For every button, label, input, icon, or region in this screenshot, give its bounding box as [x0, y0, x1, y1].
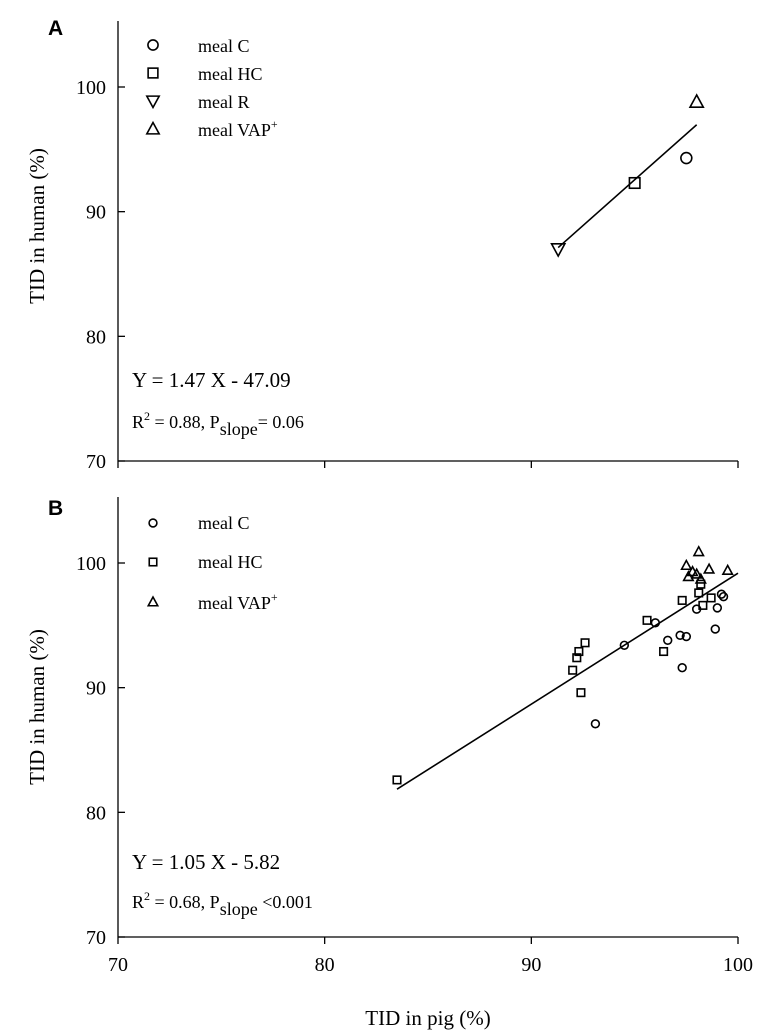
- data-point-circle-b: [677, 663, 687, 673]
- y-axis-label-a: TID in human (%): [25, 148, 49, 304]
- data-point-triangle-up-b: [692, 545, 705, 557]
- y-tick-labels-a: 70 80 90 100: [76, 77, 106, 473]
- y-tick-label-b: 90: [86, 678, 106, 700]
- data-point-square-b: [706, 593, 716, 603]
- legend-marker-triangle-up-a: [145, 120, 161, 135]
- legend-label-meal-vap-b: meal VAP+: [198, 590, 278, 613]
- legend-marker-circle-b: [148, 518, 158, 528]
- data-point-circle-b: [590, 719, 601, 729]
- legend-label-meal-vap-a: meal VAP+: [198, 117, 278, 140]
- y-tick-label-b: 80: [86, 802, 106, 824]
- data-points-a: [550, 93, 705, 258]
- data-point-square-b: [576, 688, 586, 698]
- legend-a: meal C meal HC meal R meal VAP+: [145, 36, 278, 140]
- data-point-square-b: [392, 775, 402, 785]
- data-point-triangle-up-b: [690, 567, 703, 579]
- axis-ticks-b: [117, 562, 739, 944]
- data-point-triangle-up-b: [680, 558, 693, 571]
- data-point-square-b: [568, 665, 578, 675]
- data-point-square-b: [659, 646, 669, 657]
- regression-line-b: [396, 572, 739, 790]
- legend-label-meal-hc-a: meal HC: [198, 64, 263, 84]
- y-tick-label-a: 80: [86, 326, 106, 348]
- data-point-square-b: [696, 579, 706, 589]
- data-point-circle-b: [716, 589, 727, 599]
- legend-label-meal-r-a: meal R: [198, 92, 250, 112]
- x-tick-label-b: 70: [108, 954, 128, 976]
- legend-marker-triangle-up-b: [146, 595, 160, 607]
- data-point-triangle-up-b: [702, 562, 716, 574]
- data-point-square-b: [572, 653, 582, 663]
- y-tick-label-b: 70: [86, 927, 106, 949]
- data-point-circle-b: [710, 624, 720, 634]
- legend-b: meal C meal HC meal VAP+: [146, 513, 278, 613]
- legend-label-meal-c-b: meal C: [198, 513, 250, 533]
- y-tick-label-a: 90: [86, 202, 106, 224]
- equation-a: Y = 1.47 X - 47.09: [132, 368, 291, 392]
- data-point-square-b: [694, 588, 704, 598]
- data-point-circle-a: [680, 151, 693, 165]
- data-point-triangle-up-a: [688, 93, 705, 109]
- data-point-square-b: [574, 646, 584, 657]
- panel-label-a: A: [48, 17, 63, 40]
- legend-marker-triangle-down-a: [145, 95, 161, 110]
- legend-symbols-a: [145, 39, 161, 135]
- data-point-circle-b: [675, 630, 685, 641]
- legend-marker-square-b: [148, 557, 158, 567]
- y-axis-label-b: TID in human (%): [25, 629, 49, 785]
- data-point-triangle-down-a: [550, 243, 567, 258]
- x-tick-label-b: 90: [521, 954, 541, 976]
- legend-marker-circle-a: [147, 39, 159, 51]
- data-point-square-a: [628, 176, 641, 190]
- data-point-circle-b: [718, 591, 729, 602]
- data-point-circle-b: [712, 603, 723, 613]
- panel-b: B TID in human (%) 70 80 90 100 70 80 90 100 m…: [25, 497, 753, 976]
- stats-a: R2 = 0.88, Pslope= 0.06: [132, 409, 304, 439]
- data-point-circle-b: [619, 640, 630, 650]
- data-point-square-b: [698, 600, 708, 610]
- y-tick-label-a: 100: [76, 77, 106, 99]
- stats-b: R2 = 0.68, Pslope <0.001: [132, 889, 313, 919]
- x-axis-label: TID in pig (%): [365, 1006, 490, 1030]
- x-tick-label-b: 80: [315, 954, 335, 976]
- legend-label-meal-hc-b: meal HC: [198, 552, 263, 572]
- data-point-circle-b: [681, 631, 692, 642]
- x-tick-label-b: 100: [723, 954, 753, 976]
- y-tick-label-a: 70: [86, 451, 106, 473]
- regression-line-a: [557, 124, 698, 249]
- panel-label-b: B: [48, 497, 63, 520]
- legend-symbols-b: [146, 518, 160, 607]
- axis-ticks-a: [117, 86, 739, 468]
- panel-a: A TID in human (%) 70 80 90 100 meal C meal…: [25, 17, 739, 473]
- data-point-square-b: [677, 595, 687, 605]
- data-point-triangle-up-b: [694, 572, 707, 584]
- y-tick-labels-b: 70 80 90 100: [76, 553, 106, 949]
- data-points-b: [392, 545, 734, 785]
- legend-marker-square-a: [147, 67, 159, 79]
- x-tick-labels-b: 70 80 90 100: [108, 954, 753, 976]
- data-point-circle-b: [663, 635, 673, 645]
- data-point-square-b: [580, 638, 590, 648]
- data-point-square-b: [642, 615, 652, 625]
- legend-label-meal-c-a: meal C: [198, 36, 250, 56]
- y-tick-label-b: 100: [76, 553, 106, 575]
- data-point-triangle-up-b: [721, 563, 734, 576]
- equation-b: Y = 1.05 X - 5.82: [132, 850, 280, 874]
